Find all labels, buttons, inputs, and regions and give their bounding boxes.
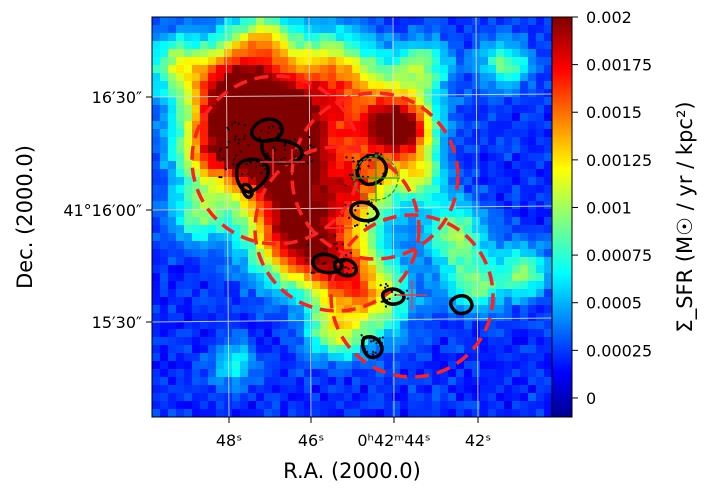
contour-6: [349, 200, 380, 223]
contour-10: [448, 294, 474, 316]
x-tick-label: 0ʰ42ᵐ44ˢ: [357, 431, 430, 450]
contour-7: [311, 252, 344, 275]
y-axis: 16′30″ 41°16′00″ 15′30″ Dec. (2000.0): [13, 88, 152, 332]
cross-3: [327, 215, 353, 241]
contour-1: [249, 117, 284, 143]
contour-2: [260, 138, 304, 165]
colorbar-tick-label: 0.00175: [586, 56, 652, 75]
contour-11: [360, 335, 384, 360]
contour-5: [355, 153, 388, 187]
x-tick-label: 46ˢ: [298, 431, 324, 450]
x-axis: 48ˢ 46ˢ 0ʰ42ᵐ44ˢ 42ˢ R.A. (2000.0): [216, 417, 491, 483]
colorbar-gradient: [551, 16, 573, 418]
cross-4: [397, 280, 427, 310]
colorbar-tick-label: 0: [586, 389, 596, 408]
green-marker: [352, 154, 400, 202]
x-tick-label: 42ˢ: [465, 431, 491, 450]
y-tick-label: 41°16′00″: [63, 201, 142, 220]
y-tick-label: 15′30″: [92, 313, 142, 332]
colorbar-tick-label: 0.002: [586, 8, 632, 27]
colorbar: 0.002 0.00175 0.0015 0.00125 0.001 0.00075 0.0…: [551, 8, 698, 418]
aperture-circle-4: [329, 213, 495, 379]
colorbar-label: Σ_SFR (M☉ / yr / kpc²): [673, 101, 698, 332]
source-crosses: [260, 149, 427, 310]
colorbar-tick-label: 0.00125: [586, 151, 652, 170]
y-axis-label: Dec. (2000.0): [13, 145, 37, 289]
colorbar-tick-label: 0.001: [586, 198, 632, 217]
colorbar-tick-label: 0.00075: [586, 246, 652, 265]
colorbar-tick-label: 0.00025: [586, 341, 652, 360]
green-cross: [352, 154, 400, 202]
y-tick-label: 16′30″: [92, 88, 142, 107]
contour-9: [380, 287, 406, 306]
colorbar-tick-label: 0.0015: [586, 103, 642, 122]
contour-8: [332, 257, 358, 278]
x-tick-label: 48ˢ: [216, 431, 242, 450]
x-axis-label: R.A. (2000.0): [283, 459, 421, 483]
contour-4: [240, 182, 254, 199]
aperture-circle-3: [253, 145, 421, 313]
h-alpha-contours: [235, 117, 474, 360]
sfr-map: [152, 17, 552, 417]
cross-2: [279, 149, 305, 175]
aperture-circle-2: [290, 91, 460, 261]
colorbar-tick-label: 0.0005: [586, 294, 642, 313]
contour-3: [235, 157, 270, 194]
